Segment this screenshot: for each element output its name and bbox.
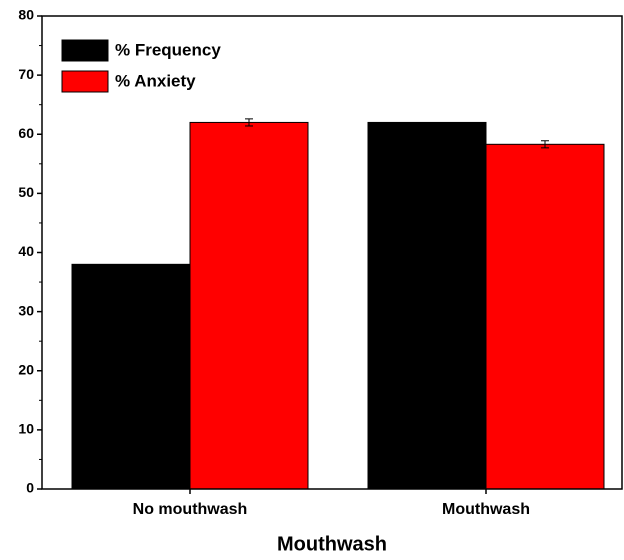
legend-swatch (61, 70, 109, 93)
bar (367, 121, 487, 490)
y-tick-label: 10 (18, 421, 34, 437)
x-axis-label: Mouthwash (277, 533, 387, 555)
y-tick-label: 60 (18, 125, 34, 141)
bar (485, 143, 605, 490)
x-tick-label: No mouthwash (133, 501, 248, 518)
error-bar (245, 118, 253, 127)
bar (189, 121, 309, 490)
legend-label: % Frequency (115, 40, 221, 59)
y-tick-label: 70 (18, 66, 34, 82)
y-tick-label: 40 (18, 243, 34, 259)
bar (71, 263, 191, 490)
y-tick-label: 50 (18, 184, 34, 200)
y-tick-label: 30 (18, 302, 34, 318)
legend-swatch (61, 39, 109, 62)
y-tick-label: 0 (26, 480, 34, 496)
legend-label: % Anxiety (115, 71, 196, 90)
error-bar (541, 140, 549, 149)
y-tick-label: 20 (18, 361, 34, 377)
x-tick-label: Mouthwash (442, 501, 530, 518)
y-tick-label: 80 (18, 7, 34, 23)
